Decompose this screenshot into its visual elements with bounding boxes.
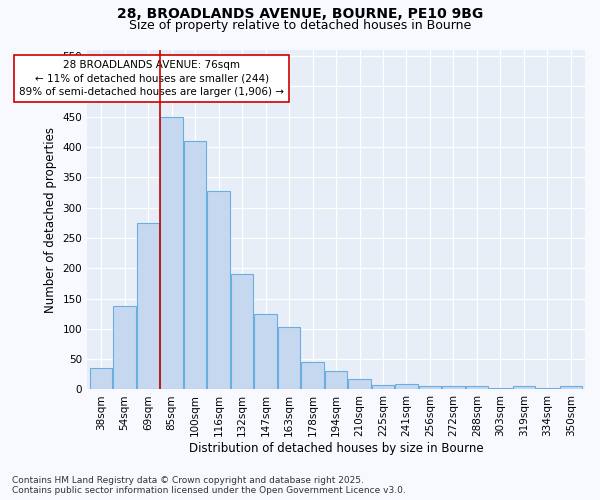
Y-axis label: Number of detached properties: Number of detached properties: [44, 126, 57, 312]
Text: Contains HM Land Registry data © Crown copyright and database right 2025.
Contai: Contains HM Land Registry data © Crown c…: [12, 476, 406, 495]
Bar: [113, 306, 136, 390]
Bar: [395, 384, 418, 390]
Bar: [372, 385, 394, 390]
Bar: [489, 388, 512, 390]
Bar: [419, 386, 441, 390]
Bar: [231, 274, 253, 390]
Bar: [160, 116, 183, 390]
X-axis label: Distribution of detached houses by size in Bourne: Distribution of detached houses by size …: [189, 442, 484, 455]
Bar: [513, 386, 535, 390]
Bar: [208, 191, 230, 390]
Bar: [278, 327, 300, 390]
Text: 28 BROADLANDS AVENUE: 76sqm
← 11% of detached houses are smaller (244)
89% of se: 28 BROADLANDS AVENUE: 76sqm ← 11% of det…: [19, 60, 284, 96]
Bar: [466, 386, 488, 390]
Bar: [254, 314, 277, 390]
Bar: [442, 386, 464, 390]
Bar: [560, 386, 582, 390]
Text: Size of property relative to detached houses in Bourne: Size of property relative to detached ho…: [129, 19, 471, 32]
Text: 28, BROADLANDS AVENUE, BOURNE, PE10 9BG: 28, BROADLANDS AVENUE, BOURNE, PE10 9BG: [117, 8, 483, 22]
Bar: [536, 388, 559, 390]
Bar: [325, 372, 347, 390]
Bar: [184, 141, 206, 390]
Bar: [301, 362, 323, 390]
Bar: [137, 223, 159, 390]
Bar: [349, 378, 371, 390]
Bar: [90, 368, 112, 390]
